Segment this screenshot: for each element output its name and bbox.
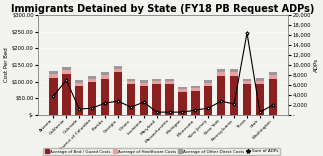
Sum of ADPs [103, 102, 107, 104]
Bar [62, 67, 70, 70]
Bar [75, 83, 83, 86]
Bar [178, 92, 187, 115]
Bar [88, 76, 96, 79]
Bar [152, 81, 161, 84]
Bar [243, 84, 251, 115]
Bar [217, 76, 225, 115]
Sum of ADPs [219, 100, 223, 102]
Bar [165, 84, 174, 115]
Y-axis label: Cost Per Bed: Cost Per Bed [4, 48, 9, 82]
Sum of ADPs [155, 111, 159, 113]
Bar [114, 69, 122, 72]
Bar [127, 81, 135, 84]
Bar [88, 82, 96, 115]
Bar [230, 72, 238, 76]
Bar [140, 86, 148, 115]
Bar [101, 79, 109, 115]
Bar [62, 74, 70, 115]
Legend: Average of Bed / Guard Costs, Average of Healthcare Costs, Average of Other Dire: Average of Bed / Guard Costs, Average of… [43, 148, 280, 155]
Bar [256, 81, 264, 84]
Bar [178, 89, 187, 92]
Bar [191, 88, 200, 91]
Bar [75, 80, 83, 83]
Sum of ADPs [51, 95, 55, 97]
Bar [230, 76, 238, 115]
Bar [243, 79, 251, 81]
Bar [165, 79, 174, 81]
Sum of ADPs [90, 107, 94, 109]
Bar [114, 66, 122, 69]
Sum of ADPs [142, 101, 146, 103]
Bar [191, 86, 200, 88]
Bar [49, 74, 57, 78]
Line: Sum of ADPs: Sum of ADPs [51, 31, 275, 114]
Bar [204, 86, 213, 115]
Sum of ADPs [129, 106, 133, 108]
Bar [204, 83, 213, 86]
Bar [114, 72, 122, 115]
Bar [243, 81, 251, 84]
Bar [269, 79, 277, 115]
Bar [269, 75, 277, 79]
Bar [152, 79, 161, 81]
Sum of ADPs [206, 107, 210, 109]
Bar [165, 81, 174, 84]
Bar [101, 75, 109, 79]
Sum of ADPs [77, 108, 81, 110]
Sum of ADPs [64, 79, 68, 81]
Bar [217, 69, 225, 72]
Bar [217, 72, 225, 76]
Bar [127, 84, 135, 115]
Bar [204, 80, 213, 83]
Sum of ADPs [193, 109, 197, 111]
Bar [178, 87, 187, 89]
Bar [75, 86, 83, 115]
Bar [152, 84, 161, 115]
Y-axis label: ADPs: ADPs [314, 58, 319, 72]
Bar [88, 79, 96, 82]
Bar [49, 78, 57, 115]
Title: Immigrants Detained by State (FY18 PB Request ADPs): Immigrants Detained by State (FY18 PB Re… [11, 4, 315, 14]
Sum of ADPs [232, 103, 236, 105]
Bar [230, 69, 238, 72]
Bar [140, 83, 148, 86]
Sum of ADPs [245, 32, 249, 34]
Bar [191, 91, 200, 115]
Bar [62, 70, 70, 74]
Bar [101, 72, 109, 75]
Bar [256, 78, 264, 81]
Sum of ADPs [258, 111, 262, 113]
Bar [256, 84, 264, 115]
Bar [127, 79, 135, 81]
Sum of ADPs [168, 111, 172, 113]
Sum of ADPs [181, 111, 184, 113]
Bar [49, 71, 57, 74]
Sum of ADPs [116, 100, 120, 102]
Sum of ADPs [271, 104, 275, 106]
Bar [269, 72, 277, 75]
Bar [140, 80, 148, 83]
